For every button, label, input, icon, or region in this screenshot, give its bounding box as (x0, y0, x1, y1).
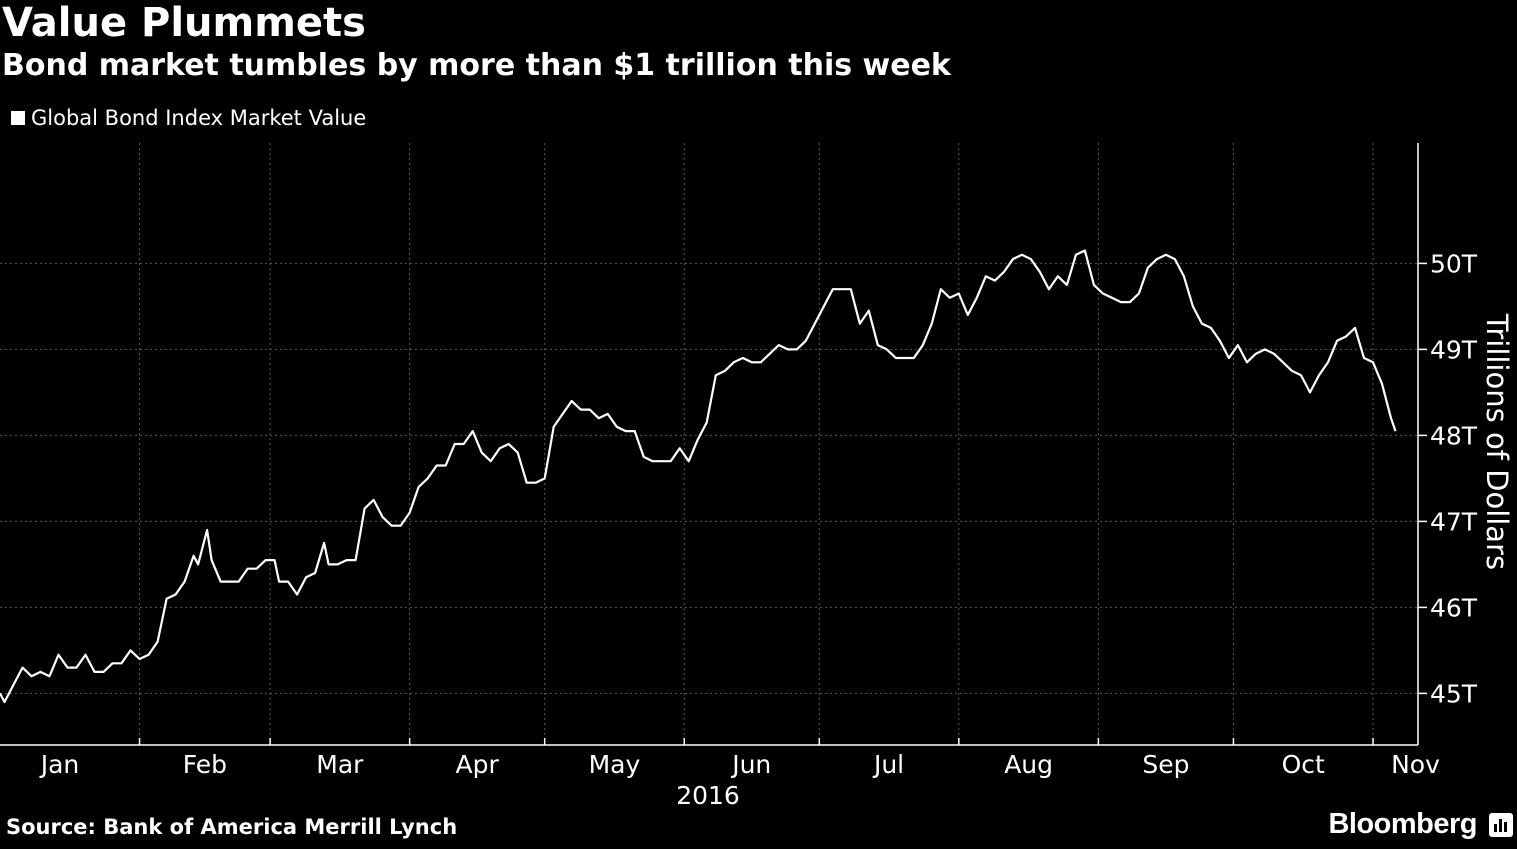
x-year-label: 2016 (676, 781, 740, 810)
x-tick-label: Mar (316, 750, 364, 779)
x-tick-label: Nov (1391, 750, 1440, 779)
x-tick-label: May (589, 750, 641, 779)
source-note: Source: Bank of America Merrill Lynch (6, 815, 458, 839)
y-axis-title: Trillions of Dollars (1480, 313, 1514, 570)
bloomberg-chart-icon (1489, 813, 1513, 837)
series-line (0, 249, 1397, 704)
y-tick-label: 47T (1430, 507, 1478, 536)
y-tick-label: 50T (1430, 249, 1478, 278)
y-tick-label: 45T (1430, 679, 1478, 708)
x-tick-label: Oct (1282, 750, 1325, 779)
brand-logo: Bloomberg (1328, 808, 1477, 840)
x-tick-label: Sep (1142, 750, 1189, 779)
y-tick-label: 48T (1430, 421, 1478, 450)
x-tick-label: Aug (1004, 750, 1053, 779)
x-tick-label: Jun (730, 750, 771, 779)
y-tick-label: 46T (1430, 593, 1478, 622)
chart-legend: Global Bond Index Market Value (11, 106, 366, 130)
x-tick-label: Jan (39, 750, 80, 779)
x-tick-label: Jul (872, 750, 904, 779)
legend-swatch (11, 111, 25, 125)
chart-title: Value Plummets (2, 0, 366, 46)
chart-subtitle: Bond market tumbles by more than $1 tril… (2, 48, 951, 83)
x-tick-label: Feb (183, 750, 227, 779)
y-tick-label: 49T (1430, 335, 1478, 364)
x-tick-label: Apr (456, 750, 500, 779)
legend-label: Global Bond Index Market Value (31, 106, 367, 130)
